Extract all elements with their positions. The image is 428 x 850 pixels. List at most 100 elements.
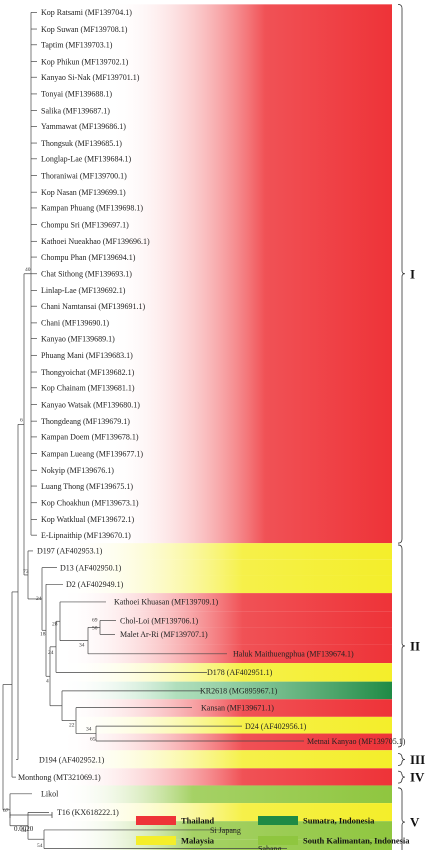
support-value: 67 [3,808,9,814]
tip-label: Kampan Phuang (MF139698.1) [41,204,143,213]
support-value: 24 [36,596,42,602]
support-value: 6 [20,417,23,423]
tip-label: Chompu Phan (MF139694.1) [41,253,136,262]
band-t37 [60,593,392,612]
legend-swatch [136,836,176,845]
clade-bracket-v [397,787,406,850]
tip-label: Kop Chainam (MF139681.1) [41,384,135,393]
tip-label: Kanyao Si-Nak (MF139701.1) [41,73,140,82]
scale-bar-label: 0.0020 [14,825,34,833]
support-value: 4 [46,678,49,684]
tip-label: Yammawat (MF139686.1) [41,122,126,131]
support-value: 24 [48,650,54,656]
tip-label: E-Lipnaithip (MF139670.1) [41,531,131,540]
tip-label: Kansan (MF139671.1) [201,703,274,712]
tip-label: Chani (MF139690.1) [41,319,109,328]
tip-label: Linlap-Lae (MF139692.1) [41,286,126,295]
band-t34 [60,543,392,560]
tip-label: D2 (AF402949.1) [66,580,124,589]
tip-label: Luang Thong (MF139675.1) [41,482,133,491]
tip-label: Kampan Doem (MF139678.1) [41,433,139,442]
legend-swatch [258,836,298,845]
band-t51 [60,839,392,850]
legend: Thailand Sumatra, Indonesia Malaysia South … [136,816,410,846]
support-value: 18 [40,631,46,637]
tip-label: Kop Choakhun (MF139673.1) [41,499,139,508]
tip-label: Likol [41,790,59,799]
tip-label: Kampan Lueang (MF139677.1) [41,449,143,458]
tip-label: D24 (AF402956.1) [245,722,307,731]
band-t43 [60,699,392,717]
tip-label: Longlap-Lae (MF139684.1) [41,155,132,164]
clade-label-ii: II [410,638,420,653]
band-t47 [60,768,392,786]
tip-label: Taptim (MF139703.1) [41,41,113,50]
tip-label: Thongsuk (MF139685.1) [41,139,122,148]
tip-label: D178 (AF402951.1) [207,668,273,677]
tip-label: Kop Suwan (MF139708.1) [41,25,128,34]
clade-bracket-iv [397,770,406,784]
tip-label: Kanyao Watsak (MF139680.1) [41,400,140,409]
tip-label: Thongdeang (MF139679.1) [41,417,130,426]
clade-label-i: I [410,266,415,281]
tip-label: D197 (AF402953.1) [37,547,103,556]
support-value: 28 [52,621,58,627]
tip-label: Kop Nasan (MF139699.1) [41,188,126,197]
legend-label: Thailand [181,816,214,826]
tip-label: Sahang [258,844,282,850]
band-t44 [60,716,392,734]
tip-label: Metnai Kanyao (MF139705.1) [307,737,406,746]
band-t46 [60,750,392,769]
tree-branches [2,11,304,849]
support-value: 22 [69,723,75,729]
tip-label: D194 (AF402952.1) [39,755,105,764]
support-value: 69 [92,617,98,623]
legend-label: Sumatra, Indonesia [303,816,375,826]
tip-label: Chani Namtansai (MF139691.1) [41,302,146,311]
tip-label: Haluk Maithuengphua (MF139674.1) [233,650,354,659]
band-t35 [60,559,392,576]
tip-label: Chat Sithong (MF139693.1) [41,270,132,279]
tip-label: Kop Watklual (MF139672.1) [41,515,135,524]
tip-label: Kathoei Khuasan (MF139709.1) [114,598,219,607]
tip-label: Malet Ar-Ri (MF139707.1) [120,630,208,639]
clade-label-v: V [410,815,420,830]
band-t45 [60,733,392,751]
support-value: 73 [23,569,29,575]
tip-label: Nokyip (MF139676.1) [41,466,114,475]
tip-label: Monthong (MT321069.1) [18,773,101,782]
support-value: 34 [79,643,85,649]
legend-label: South Kalimantan, Indonesia [303,836,410,846]
scale-bar: 0.0020 [9,812,53,833]
tip-labels: Kop Ratsami (MF139704.1) Kop Suwan (MF139… [18,8,406,850]
tip-label: Chol-Loi (MF139706.1) [120,616,199,625]
tip-label: Phuang Mani (MF139683.1) [41,351,133,360]
tip-label: Thoraniwai (MF139700.1) [41,171,127,180]
tip-label: D13 (AF402950.1) [60,563,122,572]
tip-label: Kop Phikun (MF139702.1) [41,57,129,66]
band-clade-i [110,4,392,544]
tip-label: Chompu Sri (MF139697.1) [41,220,129,229]
tip-label: Kop Ratsami (MF139704.1) [41,8,132,17]
support-value: 40 [25,267,31,273]
clade-label-iii: III [410,752,425,767]
support-value: 50 [92,625,98,631]
band-t48 [60,785,392,804]
support-values: 40 6 73 24 18 28 34 69 50 24 4 22 34 65 67 54 54 [3,267,98,849]
legend-swatch [136,816,176,825]
legend-swatch [258,816,298,825]
band-t38 [60,611,392,628]
band-t36 [60,575,392,594]
support-value: 54 [21,828,27,834]
band-t42 [60,681,392,700]
tip-label: T16 (KX618222.1) [57,808,119,817]
tip-label: Thongyoichat (MF139682.1) [41,368,135,377]
color-bands [60,4,392,850]
clade-label-iv: IV [410,770,425,785]
tip-label: Tonyai (MF139688.1) [41,90,112,99]
tip-label: KR2618 (MG895967.1) [200,687,278,696]
support-value: 54 [37,843,43,849]
clade-bracket-i [397,3,406,544]
